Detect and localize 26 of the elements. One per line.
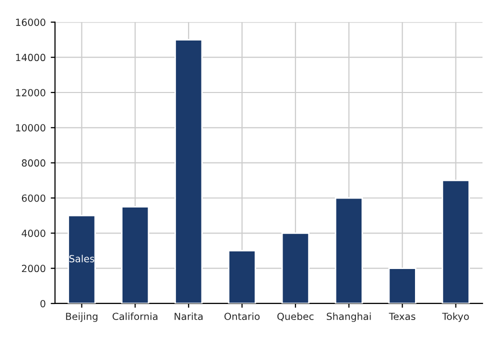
x-tick-label: Narita [174,312,203,320]
y-tick-label: 0 [40,300,46,308]
series-label: Sales [69,254,94,262]
x-tick-label: Texas [388,312,416,320]
y-tick-label: 10000 [16,124,46,132]
bar [228,250,256,304]
y-tick-label: 6000 [22,194,46,202]
x-tick-label: Quebec [277,312,314,322]
x-tick-label: Beijing [66,312,98,322]
x-tick-label: Tokyo [442,312,469,322]
y-tick-label: 12000 [16,88,46,96]
y-tick-label: 16000 [16,18,46,26]
bar [334,197,363,304]
x-tick-label: Ontario [224,312,260,320]
y-tick-label: 8000 [22,159,46,167]
bar [68,214,96,304]
y-tick-label: 4000 [22,230,46,237]
y-tick-label: 14000 [16,54,46,62]
bar [121,206,150,304]
y-tick-label: 2000 [22,264,46,272]
bar [281,232,310,304]
x-tick-label: Shanghai [326,312,371,322]
bar [174,39,203,304]
bar [442,180,470,304]
bar [388,268,416,304]
x-tick-label: California [112,312,158,320]
